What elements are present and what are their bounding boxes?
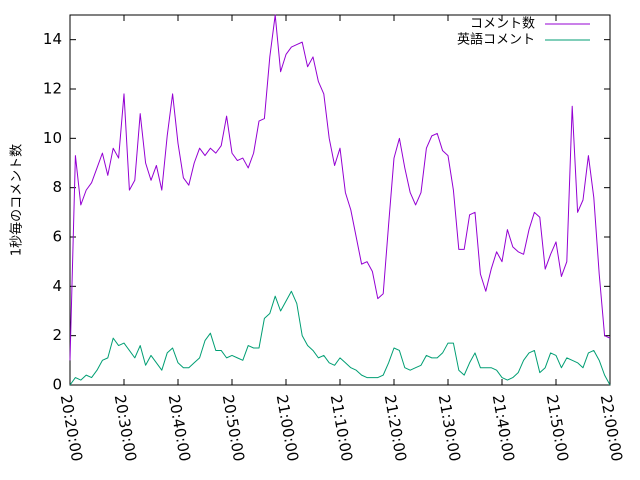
legend-label: 英語コメント — [457, 32, 535, 48]
y-tick-label: 0 — [52, 376, 62, 394]
x-tick-label: 20:40:00 — [165, 393, 194, 462]
x-tick-label: 21:30:00 — [435, 393, 464, 462]
y-tick-label: 4 — [52, 277, 62, 295]
x-tick-label: 20:30:00 — [111, 393, 140, 462]
legend-label: コメント数 — [470, 17, 535, 32]
y-tick-label: 12 — [43, 80, 62, 98]
x-axis: 20:20:00 20:30:00 20:40:00 20:50:00 21:00:00… — [57, 15, 626, 463]
x-tick-label: 21:00:00 — [273, 393, 302, 462]
series-line-0 — [69, 14, 611, 361]
y-tick-label: 2 — [52, 326, 62, 344]
x-tick-label: 20:20:00 — [57, 393, 86, 462]
x-tick-label: 21:20:00 — [381, 393, 410, 462]
series-line-1 — [69, 290, 611, 386]
x-tick-label: 21:40:00 — [489, 393, 518, 462]
y-tick-label: 8 — [52, 178, 62, 196]
y-axis: 0 2 4 6 8 10 12 14 — [43, 30, 610, 394]
y-tick-label: 6 — [52, 228, 62, 246]
y-axis-title: 1秒毎のコメント数 — [9, 144, 25, 256]
x-tick-label: 22:00:00 — [597, 393, 626, 462]
x-tick-label: 20:50:00 — [219, 393, 248, 462]
x-tick-label: 21:10:00 — [327, 393, 356, 462]
plot-area-frame — [69, 14, 611, 386]
y-tick-label: 14 — [43, 30, 62, 48]
x-tick-label: 21:50:00 — [543, 393, 572, 462]
series-layer — [69, 14, 611, 386]
y-tick-label: 10 — [43, 129, 62, 147]
